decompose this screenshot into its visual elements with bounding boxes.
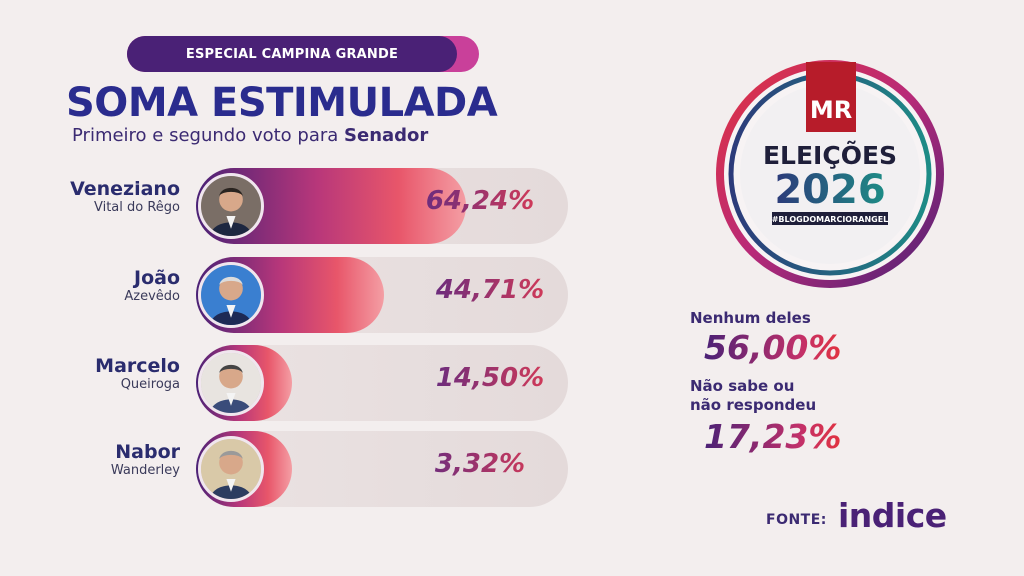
- data-label: 44,71%: [415, 275, 565, 305]
- tag-label: ESPECIAL CAMPINA GRANDE: [127, 36, 457, 72]
- candidate-row: Marcelo Queiroga 14,50%: [0, 345, 600, 421]
- candidate-photo: [198, 436, 264, 502]
- unsure-label-line2: não respondeu: [690, 396, 817, 414]
- data-label: 14,50%: [415, 363, 565, 393]
- mr-logo-text: MR: [810, 96, 852, 124]
- candidate-name: João: [134, 267, 180, 289]
- candidate-name: Veneziano: [70, 178, 180, 200]
- candidate-photo: [198, 262, 264, 328]
- subtitle-text: Primeiro e segundo voto para: [72, 125, 345, 146]
- candidate-name: Marcelo: [95, 355, 180, 377]
- data-label: 64,24%: [405, 186, 555, 216]
- candidate-row: Nabor Wanderley 3,32%: [0, 431, 600, 507]
- emblem-line1: ELEIÇÕES: [763, 140, 897, 170]
- candidate-surname: Queiroga: [120, 377, 180, 392]
- source-label: FONTE:: [766, 512, 827, 528]
- candidate-label: Marcelo Queiroga: [95, 355, 180, 393]
- candidate-name: Nabor: [115, 441, 180, 463]
- hashtag-bar: [772, 212, 888, 225]
- emblem-line2: 2026: [774, 167, 885, 213]
- source-logo: indice: [838, 496, 947, 535]
- candidate-label: Nabor Wanderley: [111, 441, 180, 479]
- candidate-surname: Azevêdo: [124, 289, 180, 304]
- candidate-surname: Vital do Rêgo: [93, 200, 180, 215]
- none-label: Nenhum deles: [690, 309, 811, 327]
- subtitle-bold: Senador: [344, 125, 429, 146]
- candidate-row: Veneziano Vital do Rêgo 64,24%: [0, 168, 600, 244]
- unsure-value: 17,23%: [704, 417, 842, 456]
- candidate-label: Veneziano Vital do Rêgo: [70, 178, 180, 216]
- mr-logo-badge: [806, 62, 856, 132]
- page-subtitle: Primeiro e segundo voto para Senador: [72, 125, 428, 146]
- candidate-photo: [198, 350, 264, 416]
- candidate-label: João Azevêdo: [124, 267, 180, 305]
- candidate-surname: Wanderley: [110, 463, 180, 478]
- page-title: SOMA ESTIMULADA: [66, 80, 498, 126]
- data-label: 3,32%: [405, 449, 555, 479]
- candidate-photo: [198, 173, 264, 239]
- candidate-row: João Azevêdo 44,71%: [0, 257, 600, 333]
- emblem-hashtag: #BLOGDOMARCIORANGEL: [772, 215, 889, 224]
- special-tag: ESPECIAL CAMPINA GRANDE: [127, 36, 479, 72]
- elections-emblem: MR ELEIÇÕES 2026 #BLOGDOMARCIORANGEL: [716, 60, 944, 288]
- none-value: 56,00%: [704, 328, 842, 367]
- unsure-label-line1: Não sabe ou: [690, 377, 795, 395]
